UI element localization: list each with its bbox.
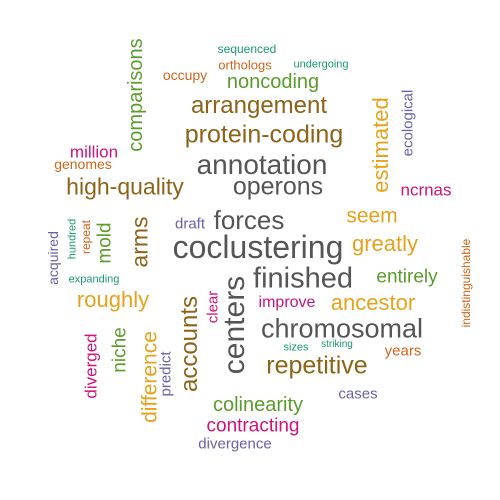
word-ancestor: ancestor xyxy=(330,290,416,315)
word-indistinguishable: indistinguishable xyxy=(459,238,473,328)
word-undergoing: undergoing xyxy=(293,58,349,71)
word-coclustering: coclustering xyxy=(172,229,344,265)
word-mold: mold xyxy=(94,222,116,264)
word-centers: centers xyxy=(218,275,251,375)
word-occupy: occupy xyxy=(162,67,208,83)
word-hundred: hundred xyxy=(66,218,79,260)
word-roughly: roughly xyxy=(76,287,150,312)
word-diverged: diverged xyxy=(81,333,101,399)
word-operons: operons xyxy=(232,172,324,201)
word-estimated: estimated xyxy=(368,97,393,193)
word-protein-coding: protein-coding xyxy=(184,120,344,149)
word-repetitive: repetitive xyxy=(266,351,368,380)
word-greatly: greatly xyxy=(351,231,419,256)
word-noncoding: noncoding xyxy=(226,71,320,93)
word-draft: draft xyxy=(174,215,206,233)
word-finished: finished xyxy=(253,262,353,295)
word-entirely: entirely xyxy=(376,266,438,288)
word-ncrnas: ncrnas xyxy=(400,180,452,200)
word-genomes: genomes xyxy=(54,156,112,172)
word-predict: predict xyxy=(157,351,175,397)
word-ecological: ecological xyxy=(399,89,417,157)
word-improve: improve xyxy=(258,294,316,311)
word-sizes: sizes xyxy=(283,341,309,354)
word-forces: forces xyxy=(213,205,285,235)
word-arrangement: arrangement xyxy=(190,92,328,119)
word-contracting: contracting xyxy=(206,415,300,437)
word-seem: seem xyxy=(346,204,398,228)
word-cases: cases xyxy=(338,385,378,403)
word-clear: clear xyxy=(204,290,222,324)
word-chromosomal: chromosomal xyxy=(260,313,424,344)
word-divergence: divergence xyxy=(198,435,272,453)
word-million: million xyxy=(69,142,119,162)
word-colinearity: colinearity xyxy=(212,394,304,416)
word-acquired: acquired xyxy=(45,231,61,285)
word-high-quality: high-quality xyxy=(66,173,184,200)
word-annotation: annotation xyxy=(196,149,328,180)
word-arms: arms xyxy=(126,216,153,268)
word-comparisons: comparisons xyxy=(125,38,147,152)
word-striking: striking xyxy=(321,339,353,350)
word-niche: niche xyxy=(109,327,131,373)
word-expanding: expanding xyxy=(68,273,120,286)
word-years: years xyxy=(384,342,422,360)
word-repeat: repeat xyxy=(79,219,93,255)
word-orthologs: orthologs xyxy=(218,57,272,73)
word-sequenced: sequenced xyxy=(217,42,277,56)
word-accounts: accounts xyxy=(176,295,203,393)
